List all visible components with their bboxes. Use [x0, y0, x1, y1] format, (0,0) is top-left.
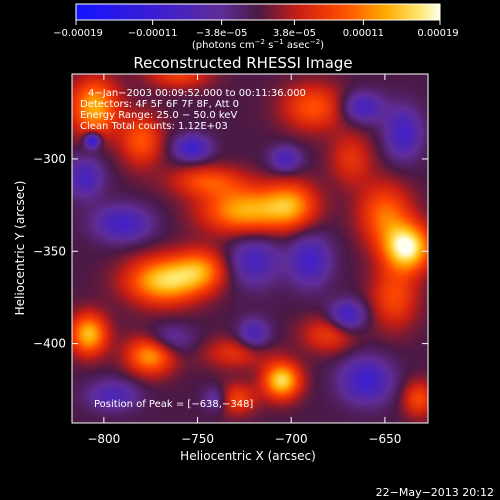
colorbar-tick-label: −0.00011: [128, 28, 178, 39]
annotation-line: Energy Range: 25.0 − 50.0 keV: [80, 110, 237, 121]
colorbar-tick-label: 3.8e−05: [273, 28, 316, 39]
x-axis-label: Heliocentric X (arcsec): [180, 449, 316, 463]
plot-frame: [71, 73, 429, 424]
y-tick-label: −350: [33, 244, 66, 258]
heatmap-image: [72, 74, 428, 423]
colorbar-tick-label: −0.00019: [53, 28, 103, 39]
colorbar: −0.00019 −0.00011 −3.8e−05 3.8e−05 0.00011 0.…: [53, 3, 459, 51]
peak-position-label: Position of Peak = [−638,−348]: [94, 399, 253, 410]
x-tick-label: −800: [87, 432, 120, 446]
y-tick-label: −400: [33, 337, 66, 351]
y-axis-label: Heliocentric Y (arcsec): [13, 181, 27, 316]
x-tick-label: −750: [181, 432, 214, 446]
colorbar-ticks: −0.00019 −0.00011 −3.8e−05 3.8e−05 0.00011 0.…: [53, 20, 459, 39]
annotation-line: 4−Jan−2003 00:09:52.000 to 00:11:36.000: [88, 88, 306, 99]
footer-date: 22−May−2013 20:12: [376, 486, 494, 499]
y-axis: −300 −350 −400: [33, 152, 428, 351]
colorbar-tick-label: 0.00011: [343, 28, 384, 39]
colorbar-unit-label: (photons cm−2 s−1 asec−2): [192, 38, 324, 51]
colorbar-tick-label: 0.00019: [417, 28, 458, 39]
image-annotations: 4−Jan−2003 00:09:52.000 to 00:11:36.000D…: [80, 88, 306, 132]
x-tick-label: −650: [368, 432, 401, 446]
image-plot: [71, 73, 429, 424]
y-tick-label: −300: [33, 152, 66, 166]
x-axis: −800 −750 −700 −650: [87, 74, 401, 446]
annotation-line: Detectors: 4F 5F 6F 7F 8F, Att 0: [80, 99, 239, 110]
annotation-line: Clean Total counts: 1.12E+03: [80, 121, 228, 132]
colorbar-tick-label: −3.8e−05: [196, 28, 248, 39]
chart-title: Reconstructed RHESSI Image: [133, 54, 352, 72]
x-tick-label: −700: [275, 432, 308, 446]
colorbar-gradient: [75, 3, 441, 21]
